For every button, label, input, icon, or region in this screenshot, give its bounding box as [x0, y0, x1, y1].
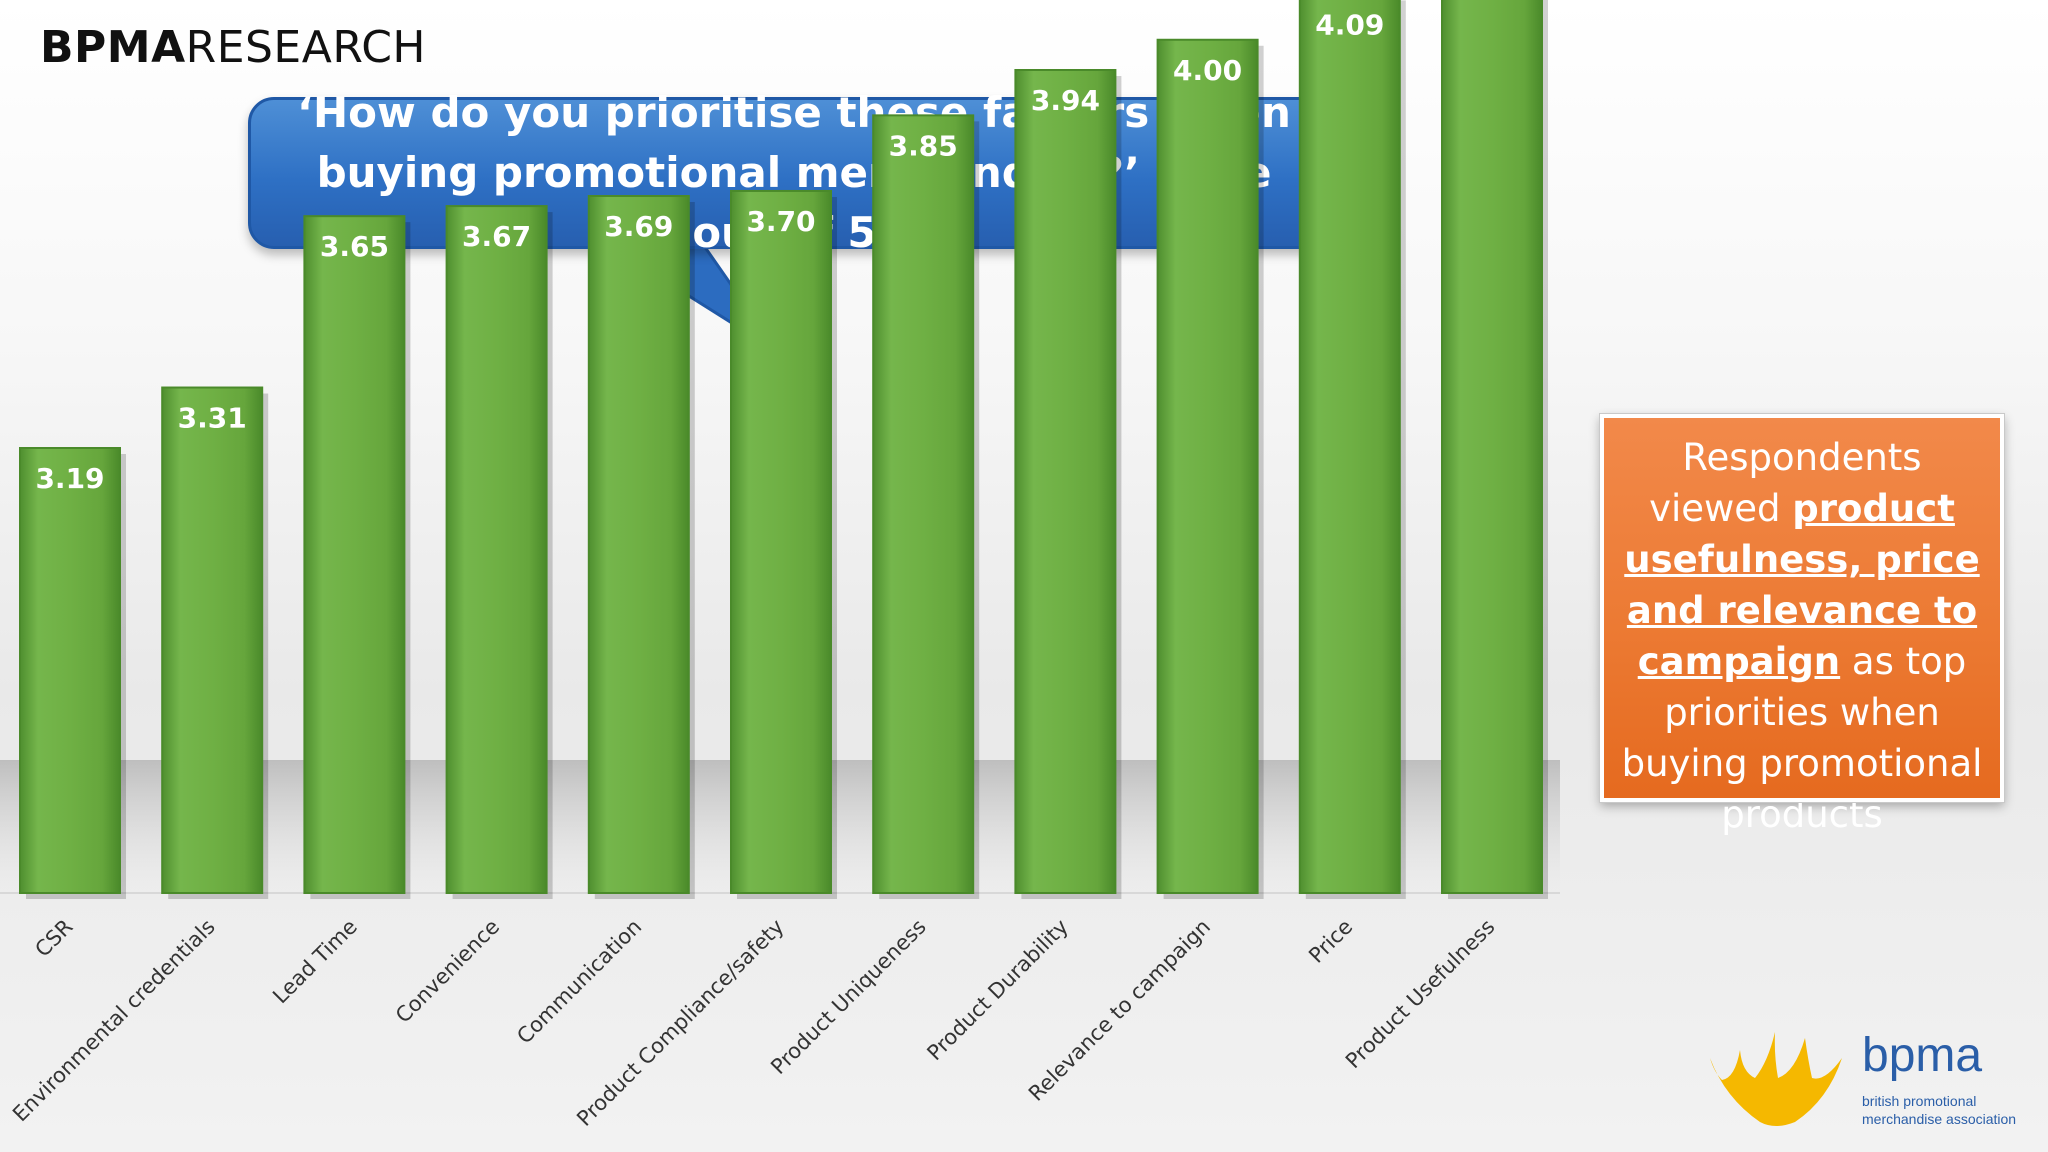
brand-header: BPMARESEARCH — [40, 22, 426, 73]
category-label: Communication — [512, 915, 646, 1049]
category-label: Price — [1304, 915, 1357, 968]
bar-value-label: 4.00 — [1173, 54, 1242, 87]
bar — [587, 195, 690, 894]
callout-highlight: product usefulness, price and relevance … — [1624, 487, 1980, 683]
bar — [161, 386, 264, 894]
bar-value-label: 3.94 — [1031, 84, 1100, 117]
bar — [1156, 38, 1259, 894]
logo-wordmark: bpma — [1862, 1029, 1983, 1082]
bpma-logo: bpma british promotional merchandise ass… — [1700, 1020, 2040, 1150]
bar-value-label: 3.67 — [462, 220, 531, 253]
bar — [445, 205, 548, 894]
brand-rest: RESEARCH — [185, 22, 427, 73]
category-label: Product Durability — [922, 915, 1073, 1066]
bar-value-label: 4.09 — [1315, 8, 1384, 41]
bar — [730, 189, 832, 894]
callout-intro: Respondents viewed — [1649, 436, 1922, 530]
category-label: Convenience — [391, 915, 504, 1028]
bar-value-label: 3.70 — [746, 205, 815, 238]
crown-icon — [1710, 1032, 1842, 1126]
insight-callout: Respondents viewed product usefulness, p… — [1599, 413, 2005, 836]
brand-bold: BPMA — [40, 22, 186, 73]
bar-value-label: 3.31 — [178, 402, 247, 435]
category-label: Lead Time — [268, 915, 362, 1009]
category-label: Product Usefulness — [1341, 915, 1500, 1074]
logo-subtitle-line2: merchandise association — [1862, 1111, 2017, 1127]
bar — [1298, 0, 1401, 894]
bar-value-label: 3.85 — [889, 129, 958, 162]
bar — [303, 215, 406, 895]
bar-value-label: 3.65 — [320, 230, 389, 263]
bar-value-label: 3.19 — [35, 462, 104, 495]
logo-subtitle-line1: british promotional — [1862, 1093, 1977, 1109]
bar-value-label: 3.69 — [604, 210, 673, 243]
callout-rest: as top priorities when buying promotiona… — [1621, 640, 1983, 836]
bar — [872, 114, 975, 895]
bar — [19, 447, 121, 894]
logo-subtitle: british promotional merchandise associat… — [1862, 1092, 2016, 1128]
category-label: Product Uniqueness — [766, 915, 930, 1079]
category-label: CSR — [30, 915, 77, 962]
bar — [1441, 0, 1543, 894]
bar — [1014, 69, 1117, 894]
